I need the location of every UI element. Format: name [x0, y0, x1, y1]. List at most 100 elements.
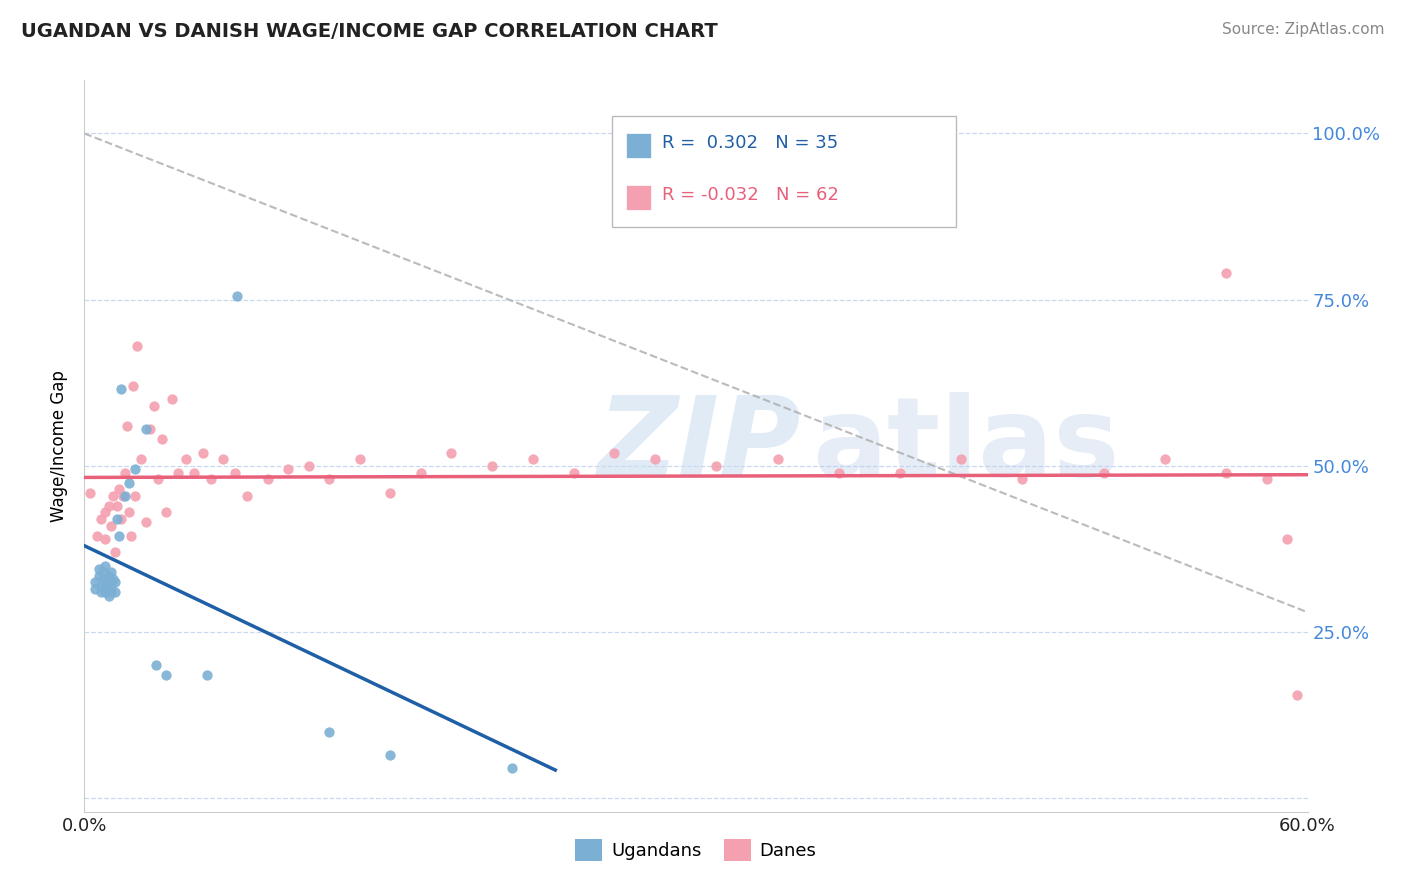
Point	[104, 585, 127, 599]
Legend: Ugandans, Danes: Ugandans, Danes	[568, 832, 824, 869]
Point	[440, 445, 463, 459]
Point	[298, 458, 321, 473]
Point	[160, 392, 183, 407]
Point	[131, 452, 153, 467]
Point	[603, 445, 626, 459]
Point	[108, 529, 131, 543]
Point	[150, 433, 173, 447]
Point	[142, 399, 165, 413]
Point	[1286, 689, 1309, 703]
Point	[212, 452, 235, 467]
Point	[105, 512, 128, 526]
Point	[183, 466, 205, 480]
Point	[380, 485, 402, 500]
Point	[1215, 266, 1237, 280]
Point	[236, 489, 259, 503]
Point	[191, 445, 214, 459]
Point	[318, 725, 340, 739]
Text: ZIP: ZIP	[598, 392, 801, 500]
Point	[93, 579, 115, 593]
Point	[91, 572, 114, 586]
Point	[502, 762, 524, 776]
Point	[195, 668, 218, 682]
Point	[138, 422, 160, 436]
Y-axis label: Wage/Income Gap: Wage/Income Gap	[51, 370, 69, 522]
Point	[100, 566, 122, 580]
Point	[155, 668, 177, 682]
Point	[706, 458, 728, 473]
Point	[96, 575, 118, 590]
Point	[1277, 532, 1299, 546]
Point	[118, 475, 141, 490]
Point	[1092, 466, 1115, 480]
Point	[155, 506, 177, 520]
Point	[97, 499, 120, 513]
Point	[766, 452, 789, 467]
Point	[124, 489, 146, 503]
Point	[349, 452, 371, 467]
Point	[115, 419, 138, 434]
Point	[114, 489, 136, 503]
Point	[135, 516, 157, 530]
Point	[124, 462, 146, 476]
Point	[93, 585, 115, 599]
Point	[90, 585, 112, 599]
Point	[91, 566, 114, 580]
Point	[79, 485, 101, 500]
Point	[100, 585, 122, 599]
Point	[118, 506, 141, 520]
Point	[277, 462, 299, 476]
Point	[522, 452, 544, 467]
Text: UGANDAN VS DANISH WAGE/INCOME GAP CORRELATION CHART: UGANDAN VS DANISH WAGE/INCOME GAP CORREL…	[21, 22, 718, 41]
Point	[104, 575, 127, 590]
Point	[87, 568, 110, 582]
Point	[96, 582, 118, 596]
Point	[409, 466, 432, 480]
Point	[120, 529, 142, 543]
Point	[1256, 472, 1278, 486]
Point	[101, 572, 124, 586]
Point	[97, 589, 120, 603]
Point	[644, 452, 666, 467]
Text: atlas: atlas	[813, 392, 1119, 500]
Point	[87, 562, 110, 576]
Point	[83, 575, 105, 590]
Point	[97, 568, 120, 582]
Point	[167, 466, 190, 480]
Point	[110, 383, 132, 397]
Point	[481, 458, 503, 473]
Point	[83, 582, 105, 596]
Point	[110, 512, 132, 526]
Point	[889, 466, 911, 480]
Point	[93, 558, 115, 573]
Point	[90, 512, 112, 526]
Point	[135, 422, 157, 436]
Point	[86, 529, 108, 543]
Point	[828, 466, 851, 480]
Point	[114, 466, 136, 480]
Point	[93, 506, 115, 520]
Point	[174, 452, 197, 467]
Point	[90, 579, 112, 593]
Point	[1154, 452, 1177, 467]
Point	[318, 472, 340, 486]
Point	[257, 472, 280, 486]
Point	[100, 518, 122, 533]
Point	[145, 658, 167, 673]
Point	[380, 748, 402, 763]
Point	[122, 379, 145, 393]
Text: R =  0.302   N = 35: R = 0.302 N = 35	[662, 134, 838, 152]
Text: Source: ZipAtlas.com: Source: ZipAtlas.com	[1222, 22, 1385, 37]
Point	[100, 579, 122, 593]
Text: R = -0.032   N = 62: R = -0.032 N = 62	[662, 186, 839, 203]
Point	[1215, 466, 1237, 480]
Point	[950, 452, 973, 467]
Point	[105, 499, 128, 513]
Point	[1011, 472, 1033, 486]
Point	[562, 466, 585, 480]
Point	[112, 489, 135, 503]
Point	[108, 482, 131, 496]
Point	[93, 532, 115, 546]
Point	[224, 466, 246, 480]
Point	[200, 472, 222, 486]
